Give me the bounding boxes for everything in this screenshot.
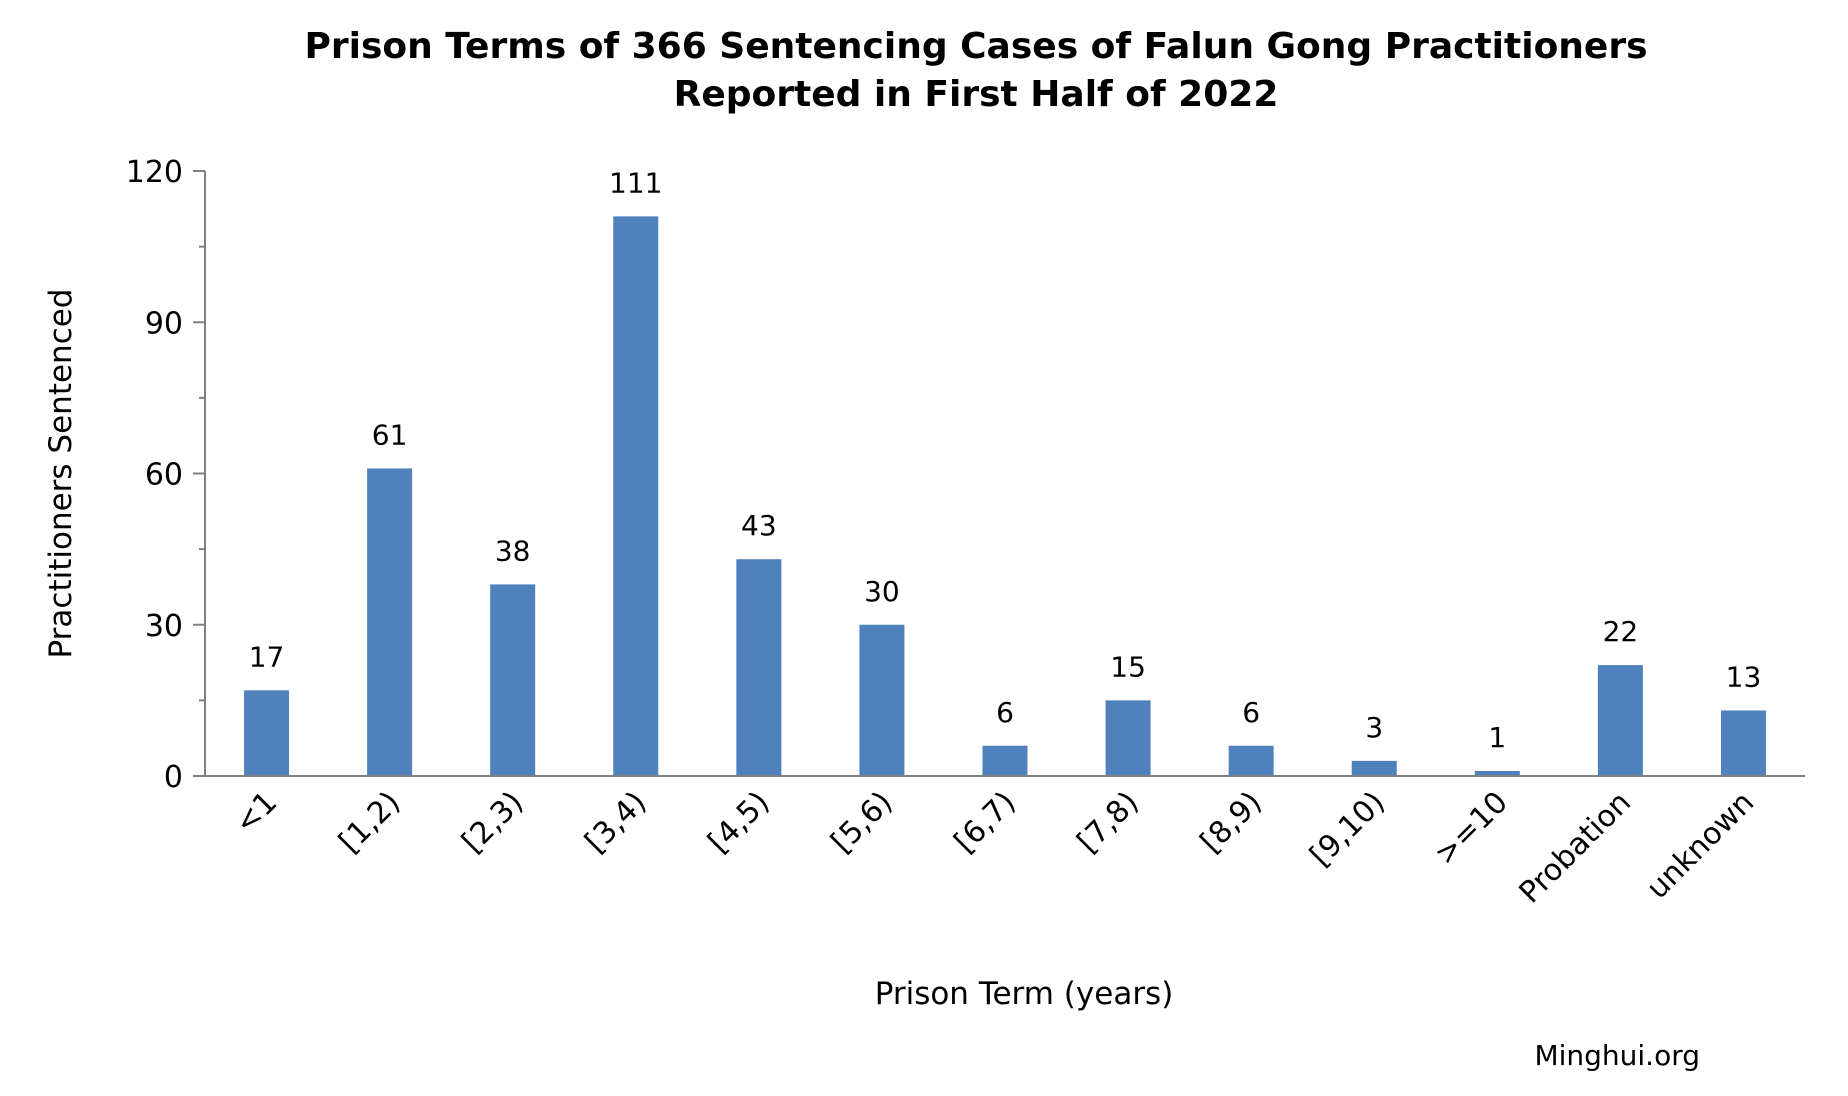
bar bbox=[1351, 760, 1397, 776]
x-tick-label: unknown bbox=[1640, 785, 1761, 906]
y-axis-ticks: 0 30 60 90 120 bbox=[126, 155, 205, 795]
x-axis-title: Prison Term (years) bbox=[875, 976, 1174, 1012]
bar-data-label: 38 bbox=[495, 534, 531, 567]
bar-data-label: 6 bbox=[996, 696, 1014, 729]
bar-data-label: 15 bbox=[1110, 650, 1146, 683]
x-tick-label: [8,9) bbox=[1194, 785, 1269, 860]
bar-data-label: 61 bbox=[372, 418, 408, 451]
bars-group bbox=[244, 216, 1766, 776]
bar-data-label: 17 bbox=[249, 640, 285, 673]
bar bbox=[1597, 665, 1643, 776]
bar bbox=[244, 690, 290, 776]
bar-data-label: 13 bbox=[1726, 660, 1762, 693]
x-tick-label: [2,3) bbox=[455, 785, 530, 860]
bar-data-label: 111 bbox=[609, 166, 662, 199]
bar-data-label: 6 bbox=[1242, 696, 1260, 729]
y-tick-label: 60 bbox=[145, 458, 183, 493]
bar bbox=[613, 216, 659, 776]
bar bbox=[367, 468, 413, 776]
bar-data-label: 1 bbox=[1488, 721, 1506, 754]
x-tick-label: [5,6) bbox=[825, 785, 900, 860]
bar bbox=[1720, 710, 1766, 776]
bar bbox=[1228, 745, 1274, 776]
chart-title-line-1: Prison Terms of 366 Sentencing Cases of … bbox=[304, 26, 1647, 67]
y-tick-label: 90 bbox=[145, 306, 183, 341]
bar bbox=[982, 745, 1028, 776]
y-tick-label: 120 bbox=[126, 155, 183, 190]
x-tick-label: [7,8) bbox=[1071, 785, 1146, 860]
bar-data-label: 22 bbox=[1603, 615, 1639, 648]
x-tick-label: [6,7) bbox=[948, 785, 1023, 860]
bar bbox=[1105, 700, 1151, 776]
x-axis-tick-labels: <1 [1,2) [2,3) [3,4) [4,5) [5,6) [6,7) [7,8) [8,… bbox=[228, 785, 1761, 911]
bar-data-label: 43 bbox=[741, 509, 777, 542]
bar bbox=[1474, 770, 1520, 776]
bar bbox=[859, 624, 905, 776]
chart-title-line-2: Reported in First Half of 2022 bbox=[674, 74, 1279, 115]
bar-data-label: 3 bbox=[1365, 711, 1383, 744]
y-axis-title: Practitioners Sentenced bbox=[43, 289, 79, 659]
bar bbox=[490, 584, 536, 776]
y-tick-label: 0 bbox=[164, 760, 183, 795]
x-tick-label: [4,5) bbox=[701, 785, 776, 860]
bar-data-label: 30 bbox=[864, 575, 900, 608]
x-tick-label: <1 bbox=[228, 785, 284, 841]
source-credit: Minghui.org bbox=[1534, 1039, 1700, 1072]
x-tick-label: Probation bbox=[1513, 785, 1639, 911]
y-tick-label: 30 bbox=[145, 609, 183, 644]
x-tick-label: [3,4) bbox=[578, 785, 653, 860]
bar bbox=[736, 559, 782, 776]
x-tick-label: [9,10) bbox=[1303, 785, 1392, 874]
x-tick-label: >=10 bbox=[1428, 785, 1515, 872]
x-tick-label: [1,2) bbox=[332, 785, 407, 860]
